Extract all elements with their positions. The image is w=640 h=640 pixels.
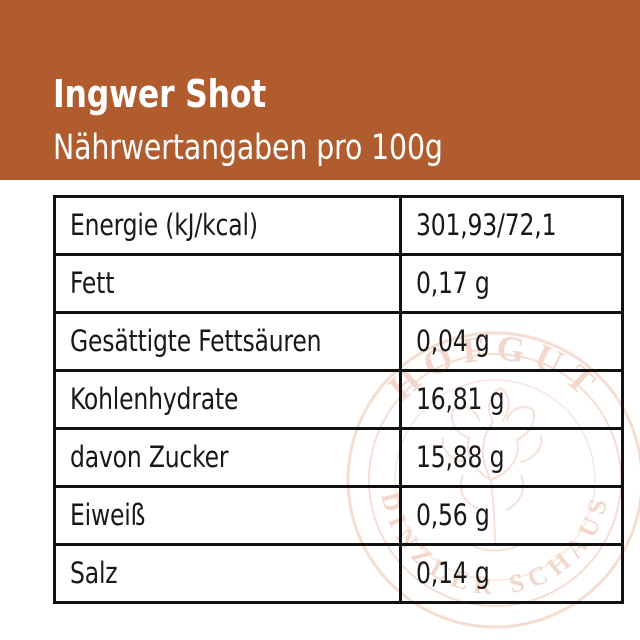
nutrient-label-cell: Kohlenhydrate (53, 369, 402, 430)
nutrient-label-cell: Energie (kJ/kcal) (53, 195, 402, 256)
nutrient-label-cell: davon Zucker (53, 427, 402, 488)
table-row: Eiweiß 0,56 g (53, 485, 624, 546)
nutrient-label-text: Kohlenhydrate (70, 382, 239, 416)
nutrient-value-cell: 0,17 g (399, 253, 624, 314)
nutrient-label-cell: Fett (53, 253, 402, 314)
nutrient-label-cell: Eiweiß (53, 485, 402, 546)
table-row: davon Zucker 15,88 g (53, 427, 624, 488)
table-row: Energie (kJ/kcal) 301,93/72,1 (53, 195, 624, 256)
nutrient-label-text: Salz (70, 556, 118, 590)
nutrient-value-text: 16,81 g (416, 382, 505, 416)
nutrient-label-text: Energie (kJ/kcal) (70, 208, 258, 242)
nutrient-value-cell: 15,88 g (399, 427, 624, 488)
nutrient-value-cell: 16,81 g (399, 369, 624, 430)
nutrient-value-cell: 0,14 g (399, 543, 624, 604)
nutrient-value-cell: 0,04 g (399, 311, 624, 372)
nutrient-value-text: 0,17 g (416, 266, 490, 300)
table-row: Kohlenhydrate 16,81 g (53, 369, 624, 430)
table-row: Gesättigte Fettsäuren 0,04 g (53, 311, 624, 372)
label-header-band: Ingwer Shot Nährwertangaben pro 100g (0, 0, 640, 180)
nutrient-label-cell: Gesättigte Fettsäuren (53, 311, 402, 372)
nutrient-value-text: 15,88 g (416, 440, 505, 474)
nutrient-label-cell: Salz (53, 543, 402, 604)
nutrient-label-text: Gesättigte Fettsäuren (70, 324, 322, 358)
nutrient-value-text: 0,14 g (416, 556, 490, 590)
nutrition-table-body: Energie (kJ/kcal) 301,93/72,1 Fett 0,17 g Ge… (53, 195, 624, 604)
nutrient-value-cell: 301,93/72,1 (399, 195, 624, 256)
nutrient-label-text: Eiweiß (70, 498, 146, 532)
page-subtitle: Nährwertangaben pro 100g (53, 128, 443, 168)
nutrient-value-text: 301,93/72,1 (416, 208, 557, 242)
nutrient-value-cell: 0,56 g (399, 485, 624, 546)
table-row: Fett 0,17 g (53, 253, 624, 314)
nutrition-facts-table: Energie (kJ/kcal) 301,93/72,1 Fett 0,17 g Ge… (53, 195, 624, 604)
table-row: Salz 0,14 g (53, 543, 624, 604)
nutrient-label-text: Fett (70, 266, 115, 300)
page-title: Ingwer Shot (53, 72, 267, 116)
nutrient-value-text: 0,04 g (416, 324, 490, 358)
nutrient-value-text: 0,56 g (416, 498, 490, 532)
nutrient-label-text: davon Zucker (70, 440, 229, 474)
